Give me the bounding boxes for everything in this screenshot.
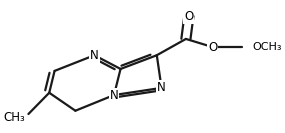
Text: O: O [208,41,217,54]
Text: CH₃: CH₃ [3,111,25,124]
Text: N: N [110,89,118,102]
Text: N: N [90,49,99,62]
Text: N: N [157,81,166,94]
Text: OCH₃: OCH₃ [253,42,282,52]
Text: O: O [184,10,194,23]
